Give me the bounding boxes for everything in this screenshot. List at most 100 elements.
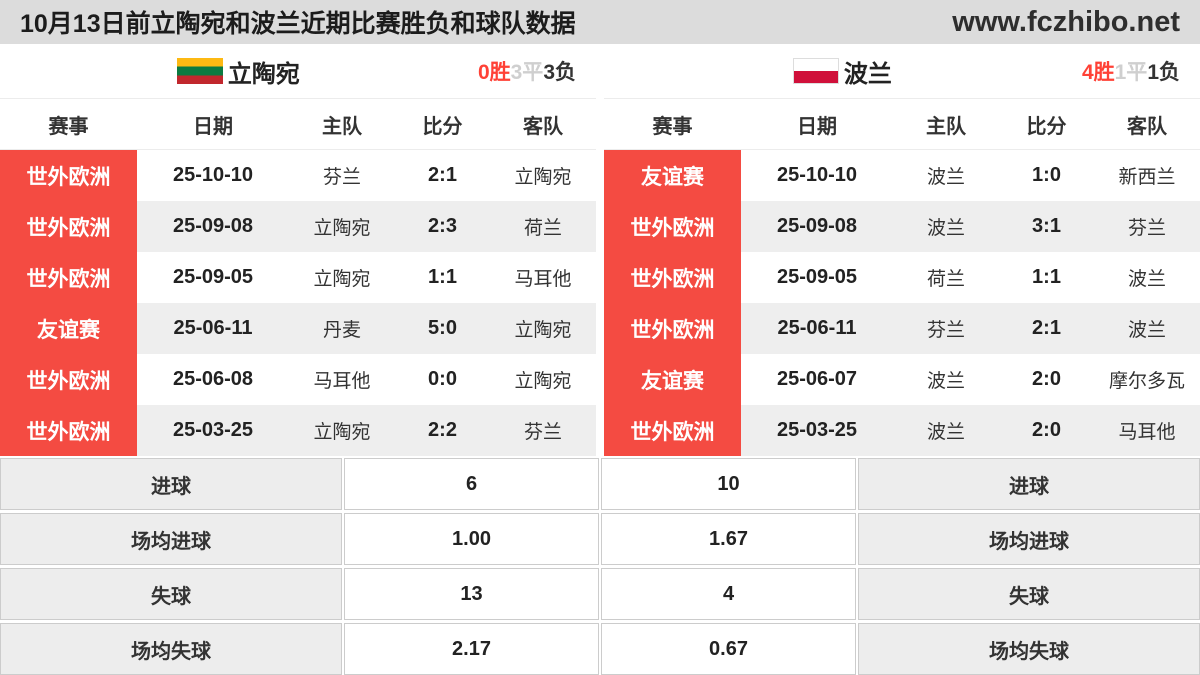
competition-badge: 友谊赛 [604,150,741,201]
match-row: 友谊赛 25-06-11 丹麦 5:0 立陶宛 [0,303,596,354]
away-team: 新西兰 [1118,167,1176,188]
team-stats-comparison: 进球 6 10 进球 场均进球 1.00 1.67 场均进球 失球 13 4 失… [0,458,1200,675]
competition-badge: 世外欧洲 [604,303,741,354]
away-team: 马耳他 [514,269,572,290]
stat-label: 进球 [858,458,1200,510]
stats-row-avg-goals: 场均进球 1.00 1.67 场均进球 [0,513,1200,565]
away-team: 马耳他 [1118,422,1176,443]
lithuania-goals: 6 [344,458,599,510]
match-row: 友谊赛 25-06-07 波兰 2:0 摩尔多瓦 [604,354,1200,405]
col-header-comp: 赛事 [652,115,693,138]
record-losses: 1负 [1147,61,1180,84]
competition-badge: 世外欧洲 [604,252,741,303]
match-date: 25-10-10 [776,164,858,186]
team-record: 4胜 1平 1负 [1082,44,1180,98]
lithuania-team-header: 立陶宛 0胜 3平 3负 [0,44,596,98]
competition-badge: 世外欧洲 [604,201,741,252]
home-team: 波兰 [926,371,965,392]
lithuania-avg-goals: 1.00 [344,513,599,565]
match-row: 世外欧洲 25-03-25 立陶宛 2:2 芬兰 [0,405,596,456]
match-date: 25-06-11 [173,317,253,339]
match-date: 25-06-11 [777,317,857,339]
record-losses: 3负 [543,61,576,84]
match-score: 1:0 [1032,164,1061,186]
competition-badge: 世外欧洲 [0,405,137,456]
competition-badge: 世外欧洲 [0,252,137,303]
lithuania-table: 立陶宛 0胜 3平 3负 赛事 日期 主队 比分 客队 世外欧洲 25-10-1… [0,44,596,456]
match-score: 1:1 [428,266,457,288]
away-team: 波兰 [1127,269,1166,290]
match-row: 世外欧洲 25-09-05 立陶宛 1:1 马耳他 [0,252,596,303]
match-score: 1:1 [1032,266,1061,288]
poland-flag-icon [792,58,839,84]
match-score: 2:1 [1032,317,1061,339]
record-wins: 4胜 [1081,61,1115,84]
col-header-away: 客队 [1127,115,1167,138]
match-score: 2:2 [428,419,457,441]
match-date: 25-09-05 [172,266,254,288]
match-score: 2:0 [1032,368,1061,390]
match-row: 世外欧洲 25-09-05 荷兰 1:1 波兰 [604,252,1200,303]
match-score: 2:0 [1032,419,1061,441]
site-url-link[interactable]: www.fczhibo.net [952,5,1180,38]
home-team: 丹麦 [322,320,361,341]
match-tables: 立陶宛 0胜 3平 3负 赛事 日期 主队 比分 客队 世外欧洲 25-10-1… [0,44,1200,456]
lithuania-avg-conceded: 2.17 [344,623,599,675]
home-team: 波兰 [926,218,965,239]
col-header-away: 客队 [523,115,563,138]
competition-badge: 友谊赛 [0,303,137,354]
poland-goals: 10 [601,458,856,510]
home-team: 芬兰 [926,320,965,341]
match-row: 世外欧洲 25-09-08 立陶宛 2:3 荷兰 [0,201,596,252]
match-score: 3:1 [1032,215,1061,237]
home-team: 芬兰 [322,167,361,188]
col-header-score: 比分 [1026,115,1067,138]
match-row: 友谊赛 25-10-10 波兰 1:0 新西兰 [604,150,1200,201]
poland-avg-goals: 1.67 [601,513,856,565]
competition-badge: 友谊赛 [604,354,741,405]
home-team: 立陶宛 [313,269,371,290]
record-draws: 1平 [1114,61,1148,84]
competition-badge: 世外欧洲 [0,354,137,405]
match-date: 25-03-25 [172,419,254,441]
away-team: 摩尔多瓦 [1108,371,1185,392]
col-header-date: 日期 [193,115,233,138]
home-team: 波兰 [926,167,965,188]
stats-row-goals: 进球 6 10 进球 [0,458,1200,510]
col-header-score: 比分 [422,115,463,138]
away-team: 立陶宛 [514,167,572,188]
home-team: 荷兰 [926,269,965,290]
home-team: 立陶宛 [313,422,371,443]
home-team: 立陶宛 [313,218,371,239]
stat-label: 场均失球 [0,623,342,675]
competition-badge: 世外欧洲 [0,150,137,201]
poland-conceded: 4 [601,568,856,620]
match-date: 25-06-07 [776,368,858,390]
page-header: 10月13日前立陶宛和波兰近期比赛胜负和球队数据 www.fczhibo.net [0,0,1200,44]
match-score: 2:3 [428,215,457,237]
col-header-home: 主队 [322,115,362,138]
page-title: 10月13日前立陶宛和波兰近期比赛胜负和球队数据 [20,10,576,38]
poland-avg-conceded: 0.67 [601,623,856,675]
column-header-row: 赛事 日期 主队 比分 客队 [604,98,1200,150]
record-wins: 0胜 [477,61,511,84]
competition-badge: 世外欧洲 [0,201,137,252]
match-date: 25-06-08 [172,368,254,390]
match-score: 2:1 [428,164,457,186]
match-date: 25-09-08 [172,215,254,237]
team-name: 波兰 [843,60,892,88]
stat-label: 失球 [858,568,1200,620]
lithuania-flag-icon [176,58,223,84]
col-header-home: 主队 [926,115,966,138]
match-row: 世外欧洲 25-06-08 马耳他 0:0 立陶宛 [0,354,596,405]
match-row: 世外欧洲 25-03-25 波兰 2:0 马耳他 [604,405,1200,456]
match-row: 世外欧洲 25-06-11 芬兰 2:1 波兰 [604,303,1200,354]
away-team: 芬兰 [523,422,562,443]
team-name: 立陶宛 [227,60,300,88]
stats-row-avg-conceded: 场均失球 2.17 0.67 场均失球 [0,623,1200,675]
home-team: 波兰 [926,422,965,443]
stats-row-conceded: 失球 13 4 失球 [0,568,1200,620]
match-date: 25-09-08 [776,215,858,237]
col-header-comp: 赛事 [48,115,89,138]
away-team: 立陶宛 [514,371,572,392]
